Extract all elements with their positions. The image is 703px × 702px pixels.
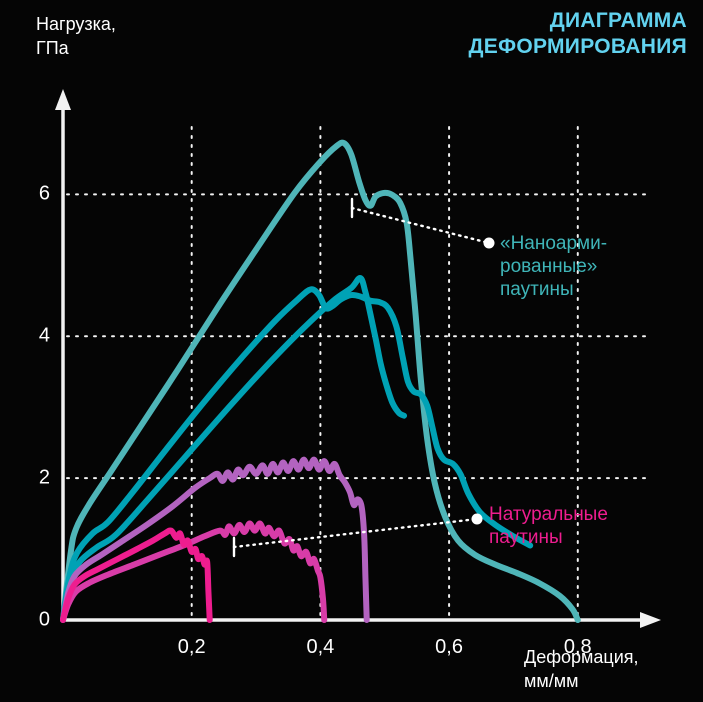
x-tick-label: 0,2 (177, 636, 206, 658)
legend-nano-label: «Наноарми- рованные» паутины (500, 233, 608, 301)
axes (55, 89, 661, 628)
x-tick-label: 0,8 (563, 636, 592, 658)
y-tick-label: 6 (38, 182, 50, 205)
annotation-leaders (232, 197, 495, 558)
y-axis-label: Нагрузка, ГПа (36, 14, 116, 59)
y-tick-label: 0 (38, 608, 50, 631)
series-layer (60, 139, 581, 623)
y-tick-label: 2 (38, 466, 50, 489)
x-axis-label: Деформация, мм/мм (524, 647, 639, 692)
series-line-3 (60, 456, 370, 623)
chart-title: ДИАГРАММА ДЕФОРМИРОВАНИЯ (468, 9, 687, 58)
x-tick-label: 0,4 (306, 636, 335, 658)
series-line-5 (60, 527, 213, 623)
series-line-4 (60, 520, 328, 623)
gridlines (66, 125, 649, 616)
legend-natural-label: Натуральные паутины (489, 504, 608, 549)
series-line-0 (60, 139, 581, 623)
x-tick-label: 0,6 (435, 636, 463, 658)
y-tick-label: 4 (38, 324, 50, 347)
series-line-2 (60, 275, 408, 623)
series-line-1 (60, 286, 534, 623)
